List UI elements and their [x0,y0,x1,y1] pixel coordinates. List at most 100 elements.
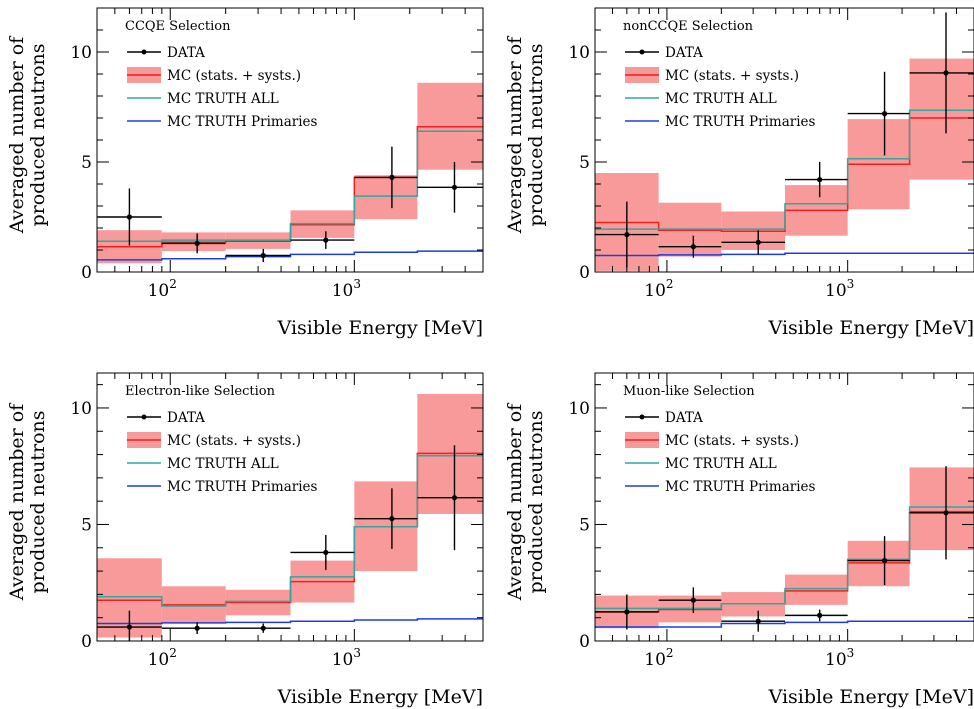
y-axis-title-line-2: produced neutrons [525,43,547,226]
x-tick-label: 102 [644,277,673,301]
data-point [417,445,483,551]
x-tick-base: 10 [332,281,354,301]
data-marker [451,495,458,501]
x-tick-base: 10 [148,281,170,301]
x-tick-exponent: 2 [666,277,674,291]
data-marker [389,516,395,522]
mc-band-bin [909,58,974,180]
series-mc-truth-all [595,506,974,610]
x-tick-label: 102 [644,646,673,670]
legend-label: MC TRUTH Primaries [167,114,318,130]
x-tick-label: 103 [825,277,854,301]
legend-marker-data [141,414,147,420]
x-tick-exponent: 2 [169,277,177,291]
legend-label: DATA [167,45,205,61]
series-mc-truth-all [97,130,483,242]
legend-label: MC (stats. + systs.) [167,68,301,84]
data-marker [943,510,949,516]
x-tick-label: 102 [148,277,177,301]
data-point [847,71,910,156]
legend-label: DATA [665,410,703,426]
y-tick-label: 10 [568,43,590,63]
data-point [658,587,722,614]
x-tick-label: 103 [332,277,361,301]
plot-frame [594,372,974,642]
data-marker [817,177,823,183]
x-tick-base: 10 [644,281,666,301]
y-tick-label: 5 [81,515,92,535]
data-point [290,534,355,570]
x-tick-base: 10 [825,650,847,670]
data-point [354,146,418,209]
plot-area [97,82,483,264]
plot-area [595,12,974,271]
x-axis-title: Visible Energy [MeV] [277,686,483,708]
legend-label: MC TRUTH Primaries [665,114,816,130]
x-tick-exponent: 3 [847,646,855,660]
x-tick-exponent: 3 [847,277,855,291]
x-tick-label: 103 [825,646,854,670]
y-tick-label: 0 [81,263,92,283]
legend-label: MC TRUTH Primaries [167,479,318,495]
mc-band-bin [784,574,848,605]
data-point [909,466,974,560]
data-point [721,610,785,632]
legend: DATA MC (stats. + systs.) MC TRUTH ALL MC T… [625,410,816,495]
x-tick-exponent: 2 [666,646,674,660]
data-marker [881,558,888,564]
legend-label: MC (stats. + systs.) [665,433,799,449]
y-tick-label: 5 [579,515,590,535]
data-marker [260,252,266,259]
legend-label: MC TRUTH Primaries [665,479,816,495]
data-marker [126,624,133,630]
data-point [161,622,226,635]
data-marker [389,174,395,180]
y-axis-title-line-2: produced neutrons [27,410,49,593]
data-point [161,233,226,254]
series-mc-truth-primaries [595,252,974,257]
panel-title: Muon-like Selection [623,384,755,399]
data-point [595,594,659,630]
data-marker [260,625,266,631]
x-tick-label: 103 [332,646,361,670]
y-tick-label: 10 [568,399,590,419]
y-tick-label: 0 [81,632,92,652]
x-tick-label: 102 [148,646,177,670]
panel-electron-like: 0 5 10 102 103 Visible Energy [MeV] Averaged n… [6,372,484,708]
data-point [658,235,722,258]
legend-marker-data [639,414,645,420]
legend-marker-data [141,49,147,55]
series-mc-truth-all [97,454,483,607]
panel-title: nonCCQE Selection [623,19,754,34]
y-axis-title-line-1: Averaged number of [6,402,28,601]
data-marker [323,237,329,243]
x-tick-exponent: 2 [169,646,177,660]
data-point [909,12,974,134]
data-point [354,488,418,549]
data-marker [194,625,200,631]
data-marker [126,214,133,220]
y-tick-label: 5 [81,153,92,173]
data-point [784,609,848,622]
data-marker [943,70,949,76]
data-marker [451,184,458,190]
data-point [847,536,910,586]
data-point [721,230,785,255]
data-point [290,231,355,249]
legend-label: MC TRUTH ALL [665,91,777,107]
y-axis-title-line-2: produced neutrons [525,410,547,593]
mc-band-bin [354,175,418,220]
panel-title: Electron-like Selection [125,384,276,399]
series-mc-truth-primaries [595,620,974,628]
panel-title: CCQE Selection [125,19,231,34]
y-tick-label: 0 [579,632,590,652]
mc-band-bin [909,467,974,551]
legend-label: MC TRUTH ALL [167,91,279,107]
data-marker [755,239,761,245]
legend-label: MC TRUTH ALL [665,456,777,472]
series-mc-truth-primaries [97,618,483,625]
data-point [417,162,483,213]
y-tick-label: 10 [70,399,92,419]
